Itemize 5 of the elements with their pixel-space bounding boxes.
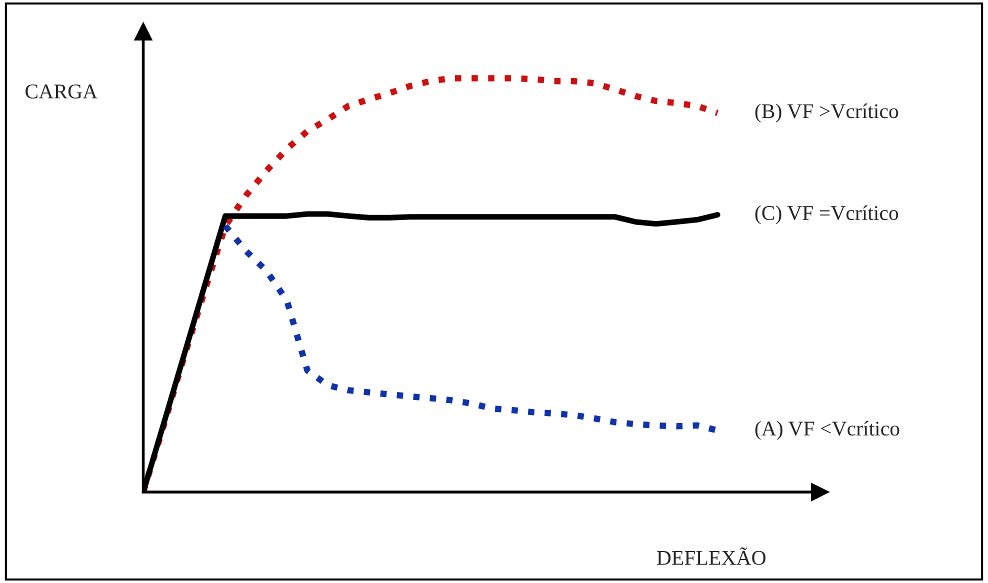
y-axis-title: CARGA bbox=[26, 84, 98, 98]
series-label: (C) VF =Vcrítico bbox=[755, 205, 898, 224]
series-label: (B) VF >Vcrítico bbox=[755, 104, 898, 122]
series-label: (A) VF <Vcrítico bbox=[755, 420, 900, 440]
x-axis-title: DEFLEXÃO bbox=[656, 547, 766, 565]
